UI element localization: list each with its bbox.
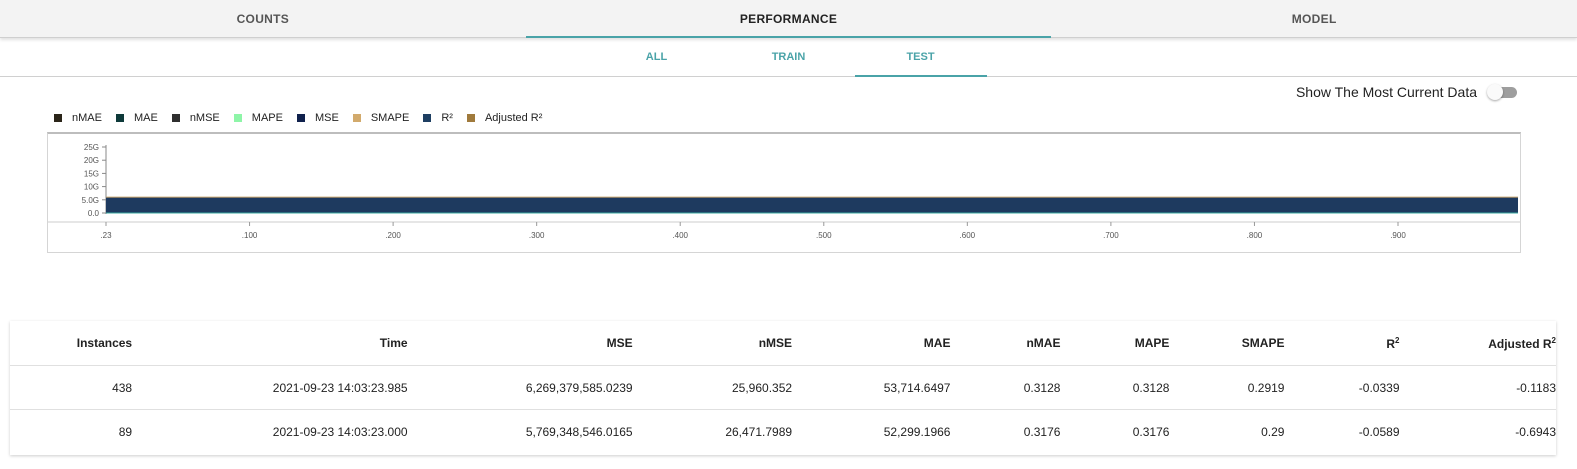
- legend-item[interactable]: nMSE: [171, 112, 220, 124]
- legend-label: R²: [441, 112, 453, 124]
- table-header-row: Instances Time MSE nMSE MAE nMAE MAPE SMAPE R2 Ad…: [10, 321, 1556, 366]
- legend-item[interactable]: MAE: [115, 112, 158, 124]
- y-tick-label: 10G: [84, 183, 99, 192]
- table-cell: 25,960.352: [632, 365, 793, 410]
- tab-performance[interactable]: PERFORMANCE: [525, 0, 1052, 38]
- column-header[interactable]: MAE: [792, 321, 951, 366]
- legend-label: MSE: [314, 112, 339, 124]
- table-cell: 0.3128: [950, 365, 1061, 410]
- table-cell: 26,471.7989: [725, 424, 793, 439]
- toggle-knob: [1487, 84, 1503, 100]
- x-tick-label: .500: [816, 231, 832, 240]
- current-data-toggle-row: Show The Most Current Data: [1296, 84, 1517, 100]
- metrics-table: Instances Time MSE nMSE MAE nMAE MAPE SMAPE R2 Ad…: [10, 321, 1556, 453]
- table-cell: 2021-09-23 14:03:23.985: [132, 365, 408, 410]
- legend-label: nMAE: [72, 112, 102, 124]
- legend-label: nMSE: [189, 112, 220, 124]
- table-cell: 52,299.1966: [883, 424, 951, 439]
- column-header[interactable]: nMAE: [950, 321, 1061, 366]
- column-header[interactable]: SMAPE: [1169, 321, 1285, 366]
- column-header[interactable]: nMSE: [632, 321, 793, 366]
- x-tick-label: .900: [1390, 231, 1406, 240]
- column-header[interactable]: MAPE: [1060, 321, 1170, 366]
- column-header[interactable]: Time: [132, 321, 408, 366]
- legend-item[interactable]: Adjusted R²: [466, 112, 543, 124]
- column-header[interactable]: MSE: [407, 321, 633, 366]
- legend-label: Adjusted R²: [484, 112, 543, 124]
- x-tick-label: .23: [100, 231, 112, 240]
- chart-legend: nMAE MAE nMSE MAPE MSE SMAPE R² Adjusted R²: [54, 112, 556, 124]
- chart-svg: 25G 20G 15G 10G 5.0G 0.0 .23 .100 .200 .300 .400 .5…: [48, 143, 1520, 240]
- column-header[interactable]: Instances: [10, 321, 133, 366]
- table-cell: 0.29: [1261, 424, 1285, 439]
- legend-item[interactable]: SMAPE: [352, 112, 410, 124]
- x-tick-label: .100: [242, 231, 258, 240]
- subtab-train[interactable]: TRAIN: [771, 51, 806, 63]
- table-cell: 89: [118, 424, 133, 439]
- tab-counts[interactable]: COUNTS: [236, 11, 290, 26]
- x-tick-label: .800: [1247, 231, 1263, 240]
- y-tick-label: 25G: [84, 143, 99, 152]
- x-tick-label: .200: [385, 231, 401, 240]
- legend-swatch: [115, 114, 124, 122]
- table-cell: 0.3176: [1132, 424, 1170, 439]
- tab-model[interactable]: MODEL: [1291, 11, 1337, 26]
- table-cell: 0.3128: [1060, 365, 1170, 410]
- sub-tab-bar: ALL TRAIN TEST: [0, 38, 1577, 77]
- legend-item[interactable]: R²: [423, 112, 453, 124]
- table-cell: 5,769,348,546.0165: [525, 424, 633, 439]
- metrics-table-card: Instances Time MSE nMSE MAE nMAE MAPE SMAPE R2 Ad…: [10, 321, 1556, 455]
- y-tick-label: 15G: [84, 169, 99, 178]
- y-tick-label: 20G: [84, 156, 99, 165]
- toggle-track: [1491, 87, 1517, 98]
- table-cell: 6,269,379,585.0239: [407, 365, 633, 410]
- table-row[interactable]: 438 2021-09-23 14:03:23.985 6,269,379,585.…: [10, 365, 1556, 410]
- x-tick-label: .400: [672, 231, 688, 240]
- x-tick-label: .300: [529, 231, 545, 240]
- legend-label: MAPE: [251, 112, 283, 124]
- column-header[interactable]: Adjusted R2: [1399, 321, 1556, 366]
- toggle-label: Show The Most Current Data: [1295, 84, 1477, 100]
- legend-swatch: [233, 114, 242, 122]
- table-cell: 53,714.6497: [792, 365, 951, 410]
- legend-label: MAE: [133, 112, 158, 124]
- table-cell: 438: [10, 365, 133, 410]
- current-data-toggle[interactable]: [1487, 84, 1517, 100]
- legend-item[interactable]: MSE: [296, 112, 339, 124]
- legend-swatch: [54, 114, 62, 122]
- subtab-all[interactable]: ALL: [645, 51, 668, 63]
- top-tab-bar: COUNTS PERFORMANCE MODEL: [0, 0, 1577, 38]
- table-cell: 2021-09-23 14:03:23.000: [272, 424, 408, 439]
- legend-swatch: [171, 114, 180, 122]
- y-tick-label: 5.0G: [82, 196, 99, 205]
- legend-swatch: [352, 114, 361, 122]
- y-tick-label: 0.0: [88, 209, 100, 218]
- subtab-test[interactable]: TEST: [854, 38, 987, 77]
- series-area: [106, 197, 1518, 213]
- x-tick-label: .700: [1103, 231, 1119, 240]
- legend-swatch: [423, 114, 432, 122]
- legend-swatch: [296, 114, 305, 122]
- table-cell: -0.6943: [1515, 424, 1556, 439]
- table-cell: 0.3176: [1023, 424, 1061, 439]
- table-cell: -0.0589: [1358, 424, 1400, 439]
- table-cell: -0.1183: [1399, 365, 1556, 410]
- table-cell: -0.0339: [1284, 365, 1400, 410]
- legend-swatch: [466, 114, 475, 122]
- table-row[interactable]: 89 2021-09-23 14:03:23.000 5,769,348,546.0…: [10, 410, 1556, 454]
- legend-item[interactable]: nMAE: [54, 112, 102, 124]
- column-header[interactable]: R2: [1284, 321, 1400, 366]
- legend-item[interactable]: MAPE: [233, 112, 283, 124]
- x-tick-label: .600: [960, 231, 976, 240]
- metrics-chart: 25G 20G 15G 10G 5.0G 0.0 .23 .100 .200 .300 .400 .5…: [47, 132, 1521, 253]
- legend-label: SMAPE: [370, 112, 410, 124]
- table-cell: 0.2919: [1169, 365, 1285, 410]
